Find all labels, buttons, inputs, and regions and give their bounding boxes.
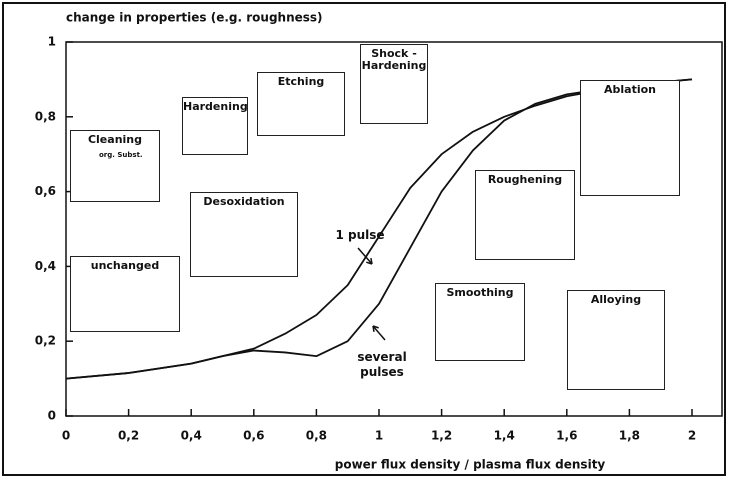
annotation-note: org. Subst. bbox=[99, 149, 143, 161]
y-tick-label: 0 bbox=[48, 409, 56, 423]
annotation-label: Alloying bbox=[568, 294, 664, 306]
curve-label: several pulses bbox=[352, 350, 412, 380]
annotation-label: Desoxidation bbox=[191, 196, 297, 208]
annotation-box: Hardening bbox=[182, 97, 248, 155]
annotation-box: Shock - Hardening bbox=[360, 44, 428, 124]
x-tick-label: 0,6 bbox=[243, 429, 264, 443]
annotation-label: Etching bbox=[258, 76, 344, 88]
x-tick-label: 0,2 bbox=[118, 429, 139, 443]
x-tick-label: 0,4 bbox=[181, 429, 202, 443]
annotation-box: Cleaning org. Subst. bbox=[70, 130, 160, 202]
annotation-box: Roughening bbox=[475, 170, 575, 260]
x-tick-label: 1,8 bbox=[619, 429, 640, 443]
y-tick-label: 0,2 bbox=[35, 334, 56, 348]
annotation-label: Smoothing bbox=[436, 287, 524, 299]
x-tick-label: 0,8 bbox=[306, 429, 327, 443]
annotation-label: Hardening bbox=[183, 101, 247, 113]
x-tick-label: 2 bbox=[688, 429, 696, 443]
x-tick-label: 1,6 bbox=[556, 429, 577, 443]
page: change in properties (e.g. roughness) po… bbox=[0, 0, 729, 479]
y-tick-label: 0,4 bbox=[35, 259, 56, 273]
annotation-label: unchanged bbox=[71, 260, 179, 272]
annotation-box: Desoxidation bbox=[190, 192, 298, 277]
curve-label-arrow bbox=[373, 326, 385, 340]
annotation-box: Smoothing bbox=[435, 283, 525, 361]
annotation-label: Roughening bbox=[476, 174, 574, 186]
y-tick-label: 1 bbox=[48, 35, 56, 49]
y-tick-label: 0,8 bbox=[35, 109, 56, 123]
x-tick-label: 1,4 bbox=[494, 429, 515, 443]
x-tick-label: 1,2 bbox=[431, 429, 452, 443]
annotation-label: Ablation bbox=[581, 84, 679, 96]
annotation-box: Ablation bbox=[580, 80, 680, 196]
curve-label: 1 pulse bbox=[330, 228, 390, 243]
annotation-box: unchanged bbox=[70, 256, 180, 332]
y-tick-label: 0,6 bbox=[35, 184, 56, 198]
annotation-label: Shock - Hardening bbox=[361, 48, 427, 72]
annotation-box: Alloying bbox=[567, 290, 665, 390]
x-axis-title: power flux density / plasma flux density bbox=[335, 458, 606, 472]
x-tick-label: 0 bbox=[62, 429, 70, 443]
x-tick-label: 1 bbox=[375, 429, 383, 443]
annotation-box: Etching bbox=[257, 72, 345, 136]
annotation-label: Cleaning bbox=[71, 134, 159, 146]
y-axis-title: change in properties (e.g. roughness) bbox=[66, 11, 323, 25]
